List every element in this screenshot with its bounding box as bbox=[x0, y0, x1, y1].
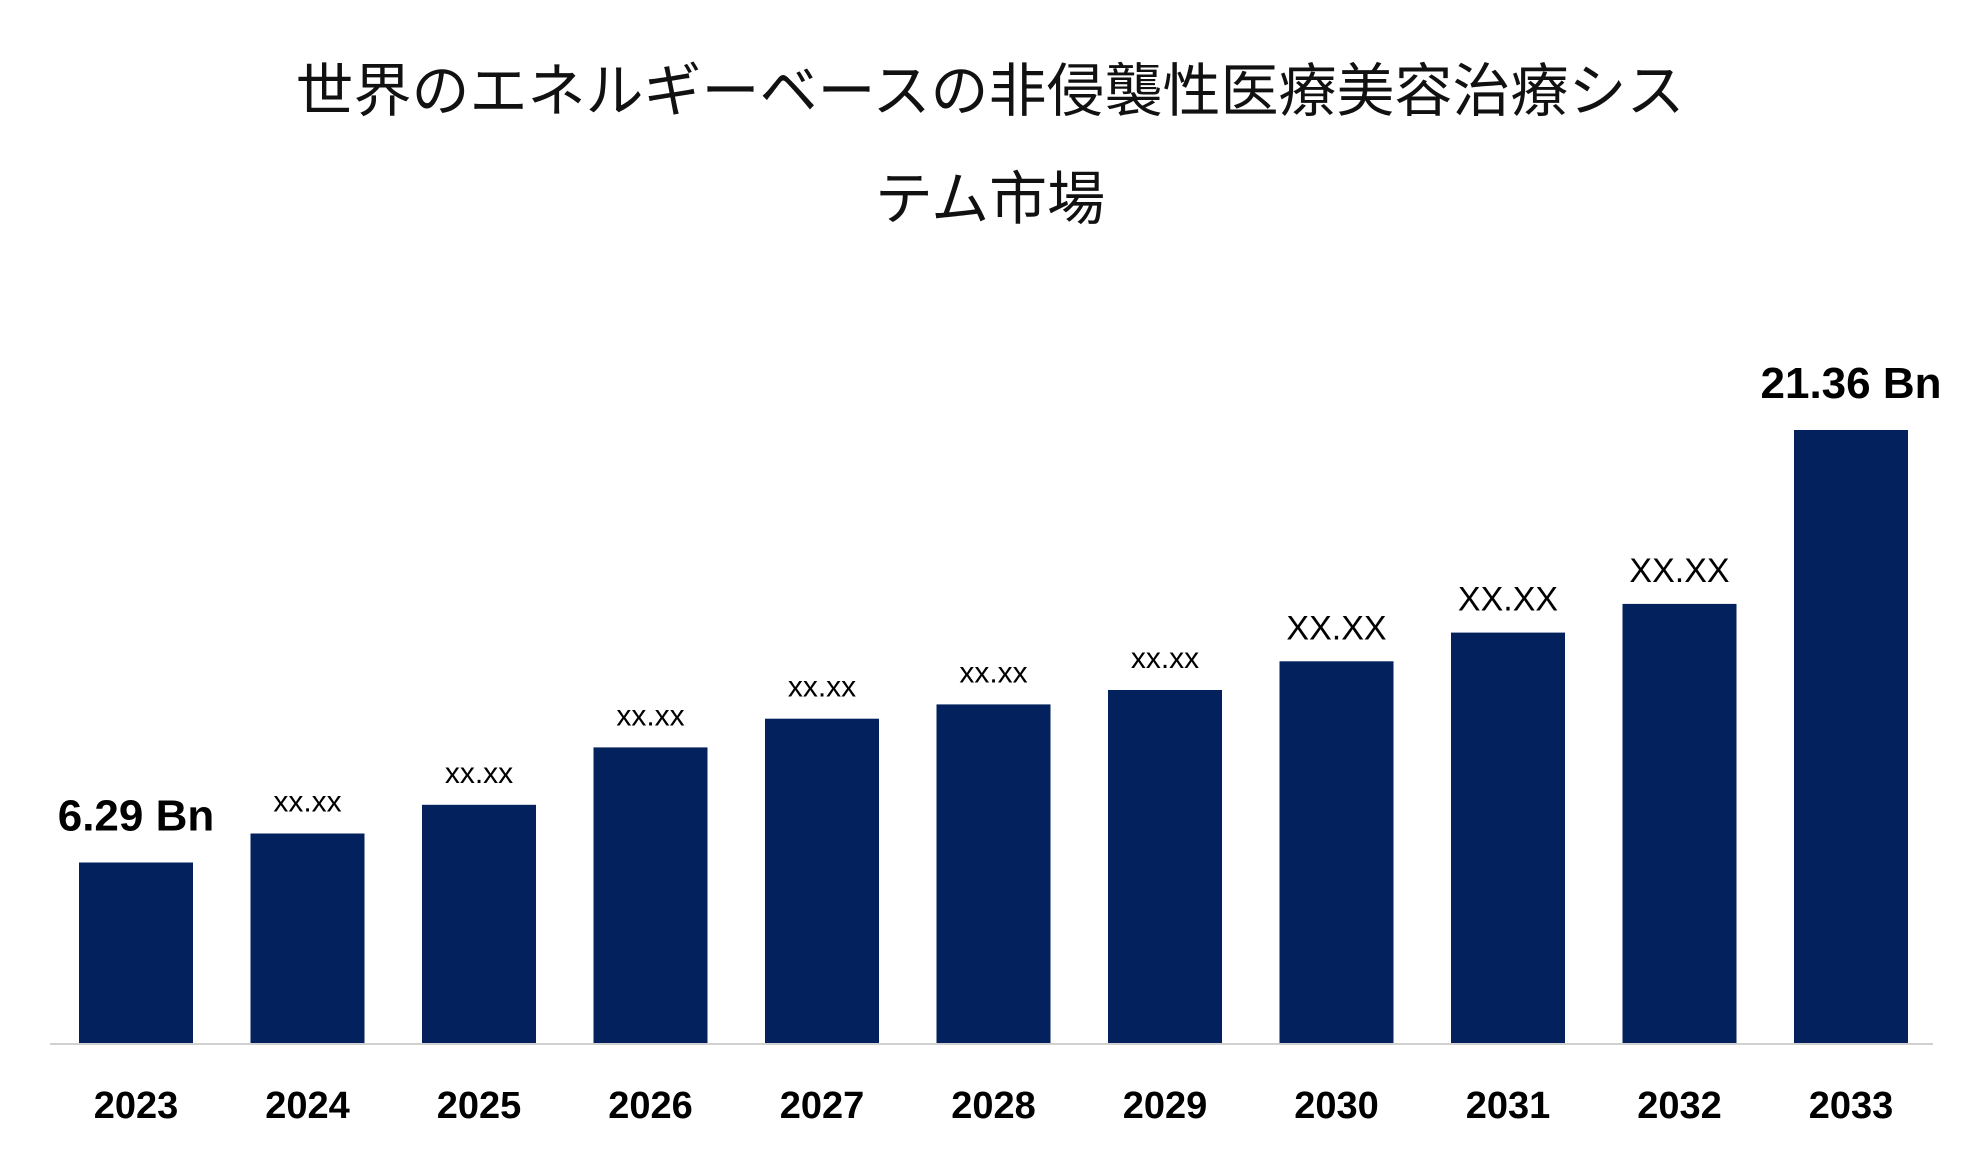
x-tick-label-2024: 2024 bbox=[265, 1085, 350, 1127]
bar-2027 bbox=[765, 718, 879, 1043]
x-tick-label-2031: 2031 bbox=[1466, 1085, 1551, 1127]
bar-2026 bbox=[593, 747, 708, 1043]
x-tick-label-2029: 2029 bbox=[1123, 1085, 1208, 1127]
data-label-2027: xx.xx bbox=[788, 671, 856, 704]
data-label-2031: XX.XX bbox=[1458, 581, 1558, 619]
x-tick-label-2026: 2026 bbox=[608, 1085, 693, 1127]
chart-title-line-1: 世界のエネルギーベースの非侵襲性医療美容治療シス bbox=[295, 57, 1685, 125]
x-tick-labels-group: 2023 2024 2025 2026 2027 2028 2029 2030 2031 2032… bbox=[94, 1085, 1894, 1127]
data-label-2029: xx.xx bbox=[1131, 642, 1199, 675]
x-tick-label-2033: 2033 bbox=[1809, 1085, 1894, 1127]
bar-2025 bbox=[422, 804, 536, 1043]
data-label-2032: XX.XX bbox=[1629, 552, 1729, 590]
bar-2033 bbox=[1794, 430, 1908, 1043]
data-labels-group: 6.29 Bn xx.xx xx.xx xx.xx xx.xx xx.xx xx.xx XX.… bbox=[58, 359, 1942, 841]
bar-2028 bbox=[936, 704, 1051, 1043]
data-label-2028: xx.xx bbox=[959, 656, 1027, 689]
data-label-2023: 6.29 Bn bbox=[58, 792, 215, 841]
bar-2023 bbox=[79, 862, 193, 1043]
bar-2030 bbox=[1279, 661, 1394, 1043]
x-tick-label-2028: 2028 bbox=[951, 1085, 1036, 1127]
chart-title-line-2: テム市場 bbox=[874, 165, 1106, 233]
data-label-2033: 21.36 Bn bbox=[1761, 359, 1942, 408]
x-tick-label-2032: 2032 bbox=[1637, 1085, 1722, 1127]
bar-2031 bbox=[1451, 632, 1565, 1043]
x-tick-label-2030: 2030 bbox=[1294, 1085, 1379, 1127]
x-tick-label-2027: 2027 bbox=[780, 1085, 865, 1127]
data-label-2025: xx.xx bbox=[445, 757, 513, 790]
bar-2032 bbox=[1622, 603, 1737, 1043]
bar-2029 bbox=[1108, 690, 1222, 1043]
bars-group bbox=[79, 430, 1908, 1043]
data-label-2030: XX.XX bbox=[1286, 609, 1386, 647]
bar-2024 bbox=[250, 833, 365, 1043]
x-tick-label-2023: 2023 bbox=[94, 1085, 179, 1127]
x-tick-label-2025: 2025 bbox=[437, 1085, 522, 1127]
data-label-2026: xx.xx bbox=[616, 699, 684, 732]
data-label-2024: xx.xx bbox=[273, 786, 341, 819]
